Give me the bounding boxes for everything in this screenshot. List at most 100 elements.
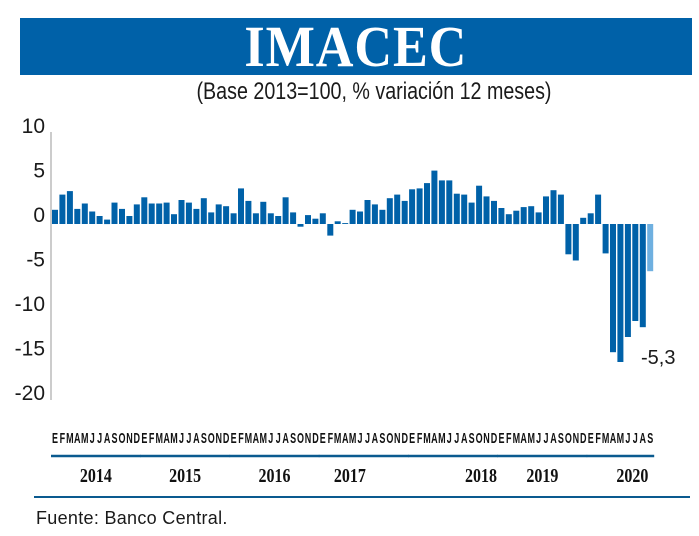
bar-2016-7 — [275, 216, 282, 224]
bar-2017-8 — [371, 204, 378, 224]
month-label: A — [640, 430, 647, 447]
y-tick-labels: 10 5 0 -5 -10 -15 -20 — [15, 115, 45, 405]
bar-2018-1 — [409, 189, 416, 224]
month-label: M — [513, 430, 520, 447]
chart-subtitle: (Base 2013=100, % variación 12 meses) — [196, 78, 552, 105]
month-label: O — [565, 430, 572, 447]
month-label: S — [469, 430, 475, 447]
bar-2018-10 — [476, 185, 483, 224]
y-tick-label: -20 — [15, 382, 45, 405]
month-label: F — [238, 430, 244, 447]
bar-2018-11 — [483, 196, 490, 224]
month-label: A — [74, 430, 81, 447]
bar-2019-4 — [520, 207, 527, 224]
bar-2015-8 — [193, 208, 200, 224]
bar-2020-4 — [610, 224, 616, 353]
month-label: M — [260, 430, 267, 447]
month-label: M — [423, 430, 430, 447]
bar-2019-12 — [580, 217, 587, 224]
month-label: J — [447, 430, 452, 447]
month-label: S — [201, 430, 207, 447]
bar-2014-1 — [52, 209, 58, 224]
bars — [52, 170, 654, 362]
month-label: O — [208, 430, 215, 447]
month-label: M — [438, 430, 445, 447]
month-label: A — [253, 430, 260, 447]
bar-2017-12 — [401, 200, 408, 224]
month-label: J — [97, 430, 102, 447]
month-label: M — [349, 430, 356, 447]
annotations: -5,3 — [641, 347, 675, 369]
month-label: N — [305, 430, 311, 447]
month-label: J — [454, 430, 459, 447]
bar-2018-12 — [491, 200, 497, 224]
bar-2020-1 — [587, 213, 594, 224]
bar-2014-11 — [126, 216, 133, 224]
bar-2019-6 — [535, 212, 542, 224]
bar-2018-4 — [431, 170, 438, 224]
year-label-2014: 2014 — [80, 464, 112, 486]
month-label: A — [282, 430, 289, 447]
bar-2019-3 — [513, 210, 520, 225]
month-label: J — [186, 430, 191, 447]
month-label: A — [342, 430, 349, 447]
month-label: S — [290, 430, 296, 447]
month-label: N — [483, 430, 489, 447]
month-label: A — [104, 430, 111, 447]
bar-2018-7 — [453, 193, 460, 224]
bar-2017-5 — [349, 209, 356, 224]
month-label: F — [149, 430, 155, 447]
y-tick-label: 0 — [33, 204, 45, 227]
bar-2015-7 — [185, 202, 192, 224]
bar-2014-2 — [59, 194, 66, 224]
year-label-2016: 2016 — [259, 464, 291, 486]
bar-2019-1 — [498, 208, 505, 224]
bar-2014-4 — [74, 208, 81, 224]
month-label: A — [610, 430, 617, 447]
bar-2020-6 — [624, 224, 631, 337]
bar-2015-5 — [171, 214, 177, 224]
year-label-2017: 2017 — [334, 464, 366, 486]
bar-2019-9 — [557, 194, 564, 224]
bar-2020-8 — [639, 224, 646, 328]
year-label-2019: 2019 — [526, 464, 558, 486]
bar-2020-5 — [617, 224, 624, 362]
month-label: M — [245, 430, 252, 447]
bar-2014-10 — [119, 208, 125, 224]
month-label: N — [215, 430, 221, 447]
month-label: A — [163, 430, 170, 447]
month-label: O — [297, 430, 304, 447]
month-label: E — [498, 430, 504, 447]
bar-2014-3 — [66, 191, 73, 224]
month-label: E — [320, 430, 326, 447]
year-label-2018: 2018 — [465, 464, 497, 486]
month-label: F — [60, 430, 66, 447]
year-label-2020: 2020 — [616, 464, 648, 486]
month-label: E — [231, 430, 237, 447]
month-label: M — [617, 430, 624, 447]
month-label: A — [550, 430, 557, 447]
month-label: F — [506, 430, 512, 447]
month-label: S — [647, 430, 653, 447]
month-label: A — [520, 430, 527, 447]
month-label: N — [126, 430, 132, 447]
month-label: J — [357, 430, 362, 447]
month-label: S — [111, 430, 117, 447]
bar-2017-6 — [357, 211, 363, 224]
month-label: F — [417, 430, 423, 447]
bar-2018-6 — [446, 180, 453, 224]
bar-2018-2 — [416, 188, 423, 224]
month-label: D — [491, 430, 498, 447]
month-label: O — [386, 430, 393, 447]
last-value-annotation: -5,3 — [641, 347, 675, 369]
bar-2016-2 — [238, 188, 244, 224]
month-label: E — [52, 430, 58, 447]
bar-2017-9 — [379, 209, 386, 224]
bar-2015-6 — [178, 200, 185, 224]
title-banner: IMACEC — [20, 18, 692, 76]
bar-2017-4 — [342, 223, 349, 224]
month-label: M — [334, 430, 341, 447]
bar-2015-9 — [200, 198, 207, 224]
